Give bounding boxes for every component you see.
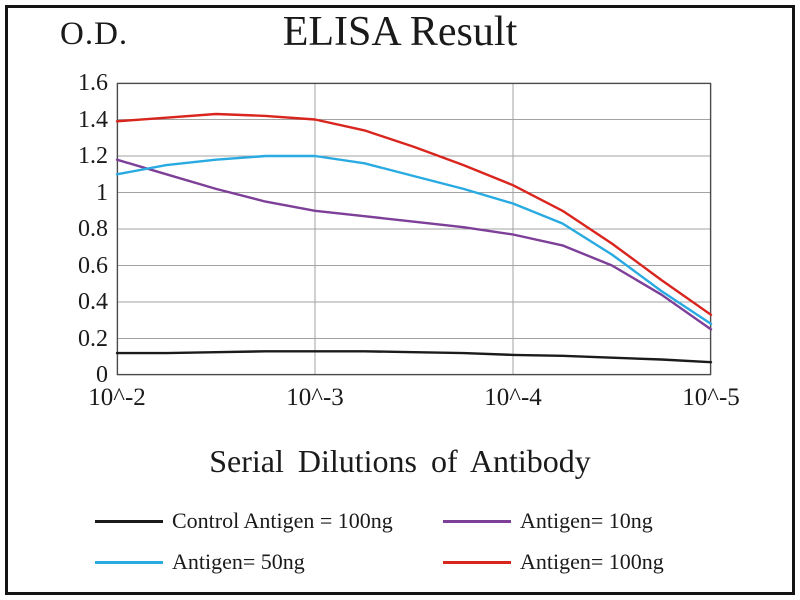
legend-item-antigen-50ng: Antigen= 50ng xyxy=(95,549,443,575)
legend-item-control-antigen-100ng: Control Antigen = 100ng xyxy=(95,508,443,534)
x-tick-label: 10^-2 xyxy=(88,384,146,411)
x-axis-title: Serial Dilutions of Antibody xyxy=(209,443,591,479)
y-tick-label: 1 xyxy=(96,179,108,206)
x-tick-label: 10^-5 xyxy=(682,384,740,411)
x-axis-tick-labels: 10^-2 10^-3 10^-4 10^-5 xyxy=(88,384,740,419)
y-tick-label: 0.2 xyxy=(78,325,108,352)
y-tick-label: 0.6 xyxy=(78,252,108,279)
y-tick-label: 1.4 xyxy=(78,106,108,133)
y-axis-tick-labels: 1.6 1.4 1.2 1 0.8 0.6 0.4 0.2 0 xyxy=(38,71,108,387)
legend-line-sample-black xyxy=(95,519,163,523)
y-tick-label: 0.8 xyxy=(78,216,108,242)
legend-label: Control Antigen = 100ng xyxy=(172,508,393,533)
line-chart-plot xyxy=(115,82,713,376)
chart-title: ELISA Result xyxy=(282,9,518,55)
legend-label: Antigen= 100ng xyxy=(520,549,664,574)
legend-item-antigen-10ng: Antigen= 10ng xyxy=(443,508,743,534)
y-tick-label: 1.6 xyxy=(78,70,108,96)
y-tick-label: 0.4 xyxy=(78,289,108,315)
y-tick-label: 1.2 xyxy=(78,143,108,169)
chart-legend: Control Antigen = 100ng Antigen= 10ng An… xyxy=(95,508,745,575)
legend-line-sample-cyan xyxy=(95,560,163,564)
x-tick-label: 10^-4 xyxy=(484,384,542,411)
legend-label: Antigen= 50ng xyxy=(172,549,305,574)
legend-label: Antigen= 10ng xyxy=(520,508,653,533)
legend-item-antigen-100ng: Antigen= 100ng xyxy=(443,549,743,575)
x-tick-label: 10^-3 xyxy=(286,384,344,411)
legend-line-sample-purple xyxy=(443,519,511,523)
legend-line-sample-red xyxy=(443,560,511,564)
y-axis-title: O.D. xyxy=(60,16,129,52)
y-tick-label: 0 xyxy=(96,362,108,388)
